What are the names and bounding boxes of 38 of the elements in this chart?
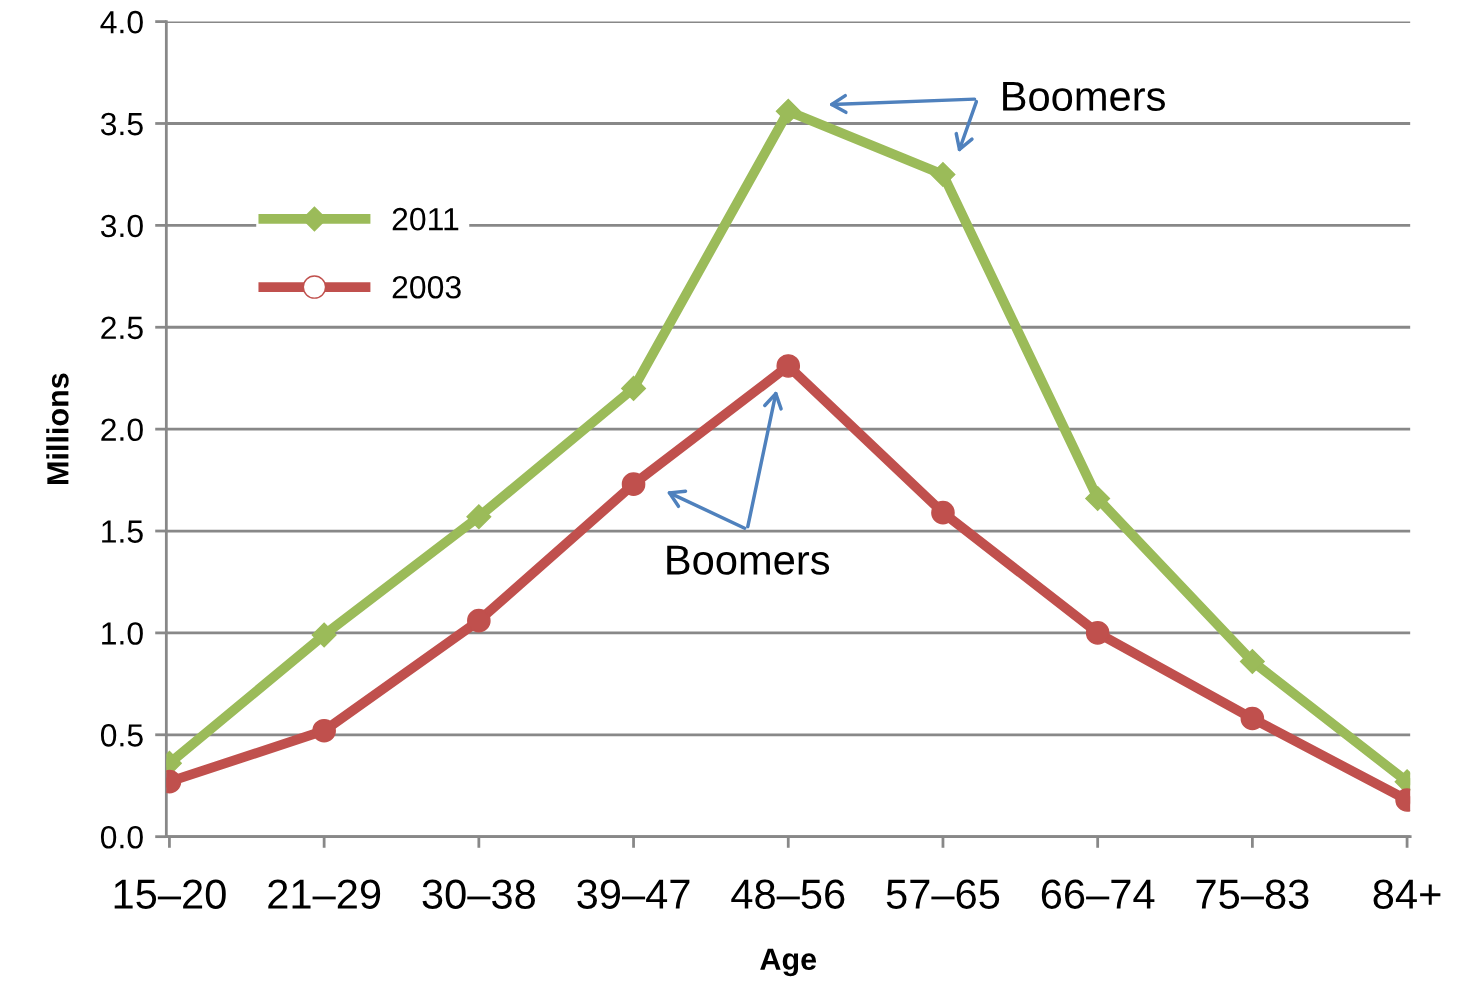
- y-tick-label: 4.0: [100, 10, 143, 34]
- y-tick-label: 1.5: [102, 520, 143, 543]
- point: [311, 622, 337, 648]
- x-tick-label: 57–65: [886, 879, 1000, 909]
- x-tick-label: 39–47: [577, 879, 690, 909]
- point: [312, 718, 336, 743]
- point: [1085, 621, 1110, 645]
- point: [1239, 648, 1265, 674]
- point: [1240, 706, 1265, 731]
- y-tick-label: 0.5: [100, 724, 143, 747]
- point: [466, 504, 492, 530]
- annotation: Boomers: [1003, 81, 1165, 112]
- y-tick-label: 3.5: [100, 112, 143, 136]
- x-tick-label: 15–20: [114, 879, 226, 909]
- point: [1085, 485, 1111, 511]
- y-tick-label: 2.5: [101, 316, 143, 340]
- x-tick-label: 48–56: [731, 879, 845, 909]
- x-tick-label: 21–29: [268, 879, 381, 909]
- x-tick-label: 66–74: [1041, 879, 1155, 909]
- point: [467, 608, 491, 633]
- x-tick-label: 30–38: [422, 879, 535, 909]
- point: [621, 472, 646, 496]
- legend-label: 2003: [392, 275, 461, 299]
- y-tick-label: 2.0: [101, 418, 143, 442]
- point: [931, 500, 955, 525]
- point: [621, 375, 647, 401]
- y-tick-label: 0.0: [100, 825, 143, 849]
- point: [776, 354, 801, 378]
- annotation: Boomers: [667, 545, 830, 575]
- x-tick-label: 75–83: [1196, 879, 1309, 909]
- point: [930, 161, 956, 187]
- y-axis-title: Millions: [46, 373, 69, 484]
- y-tick-label: 3.0: [100, 214, 143, 238]
- legend-label: 2011: [392, 207, 459, 231]
- point: [775, 98, 801, 124]
- y-tick-label: 1.0: [102, 622, 143, 645]
- x-tick-label: 84+: [1373, 879, 1441, 909]
- x-axis-title: Age: [760, 948, 817, 977]
